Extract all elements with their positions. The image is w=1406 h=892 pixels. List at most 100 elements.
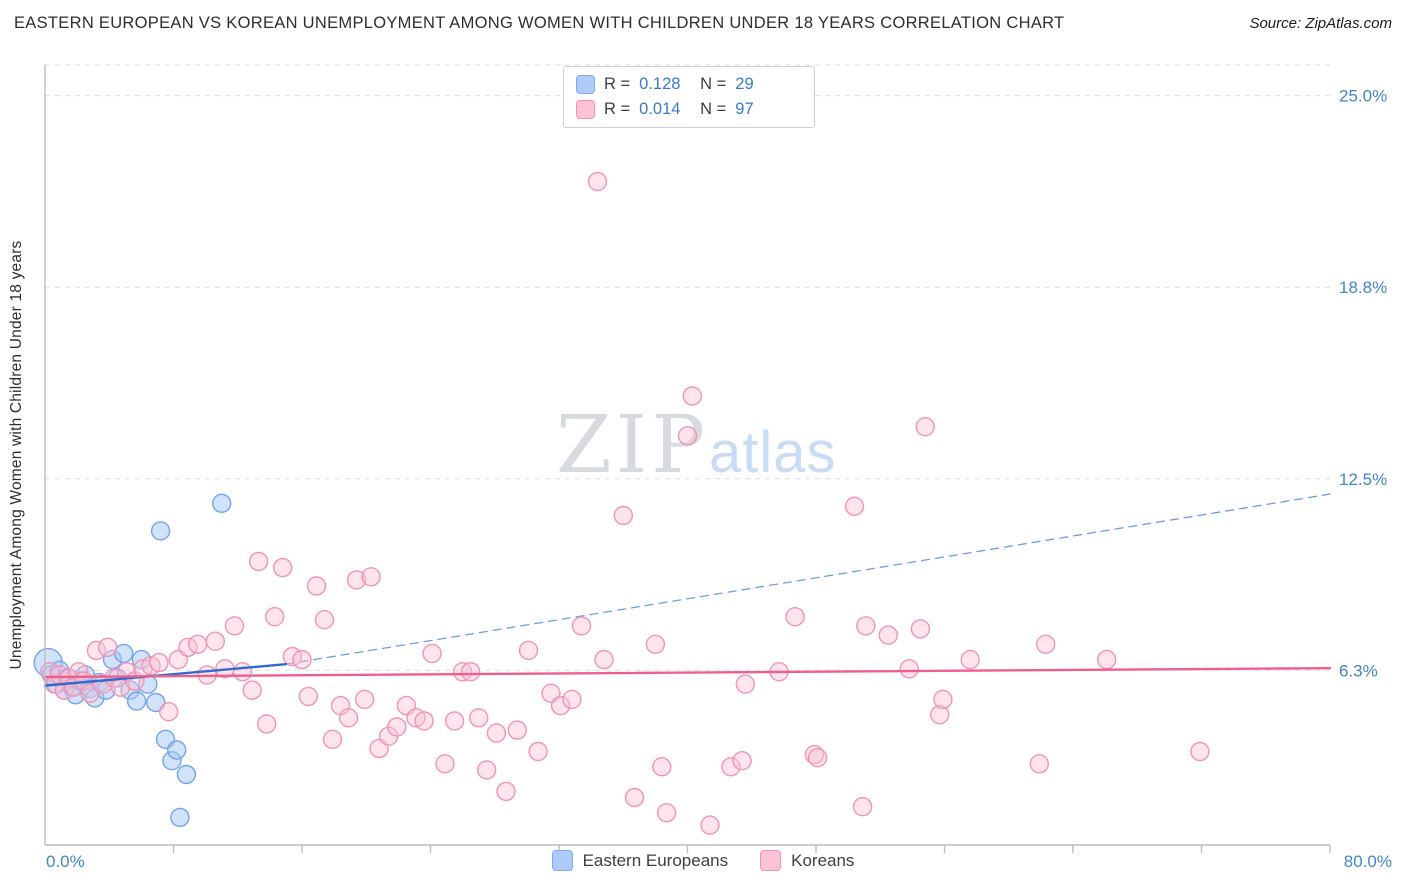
scatter-point-korean[interactable] [346,570,367,590]
scatter-point-korean[interactable] [804,744,825,765]
scatter-point-korean[interactable] [265,607,285,627]
scatter-point-korean[interactable] [682,386,702,406]
zipatlas-watermark: ZIP atlas [556,398,837,491]
legend-label: Koreans [791,850,855,870]
scatter-point-korean[interactable] [1029,754,1050,774]
scatter-point-korean[interactable] [469,708,489,728]
scatter-point-korean[interactable] [645,634,666,654]
scatter-point-korean[interactable] [232,662,253,682]
scatter-point-eastern-european[interactable] [170,807,190,828]
x-axis-min-label: 0.0% [46,852,85,871]
scatter-point-korean[interactable] [933,689,953,710]
scatter-point-korean[interactable] [496,781,516,802]
scatter-point-korean[interactable] [158,702,179,722]
r-label: R = [604,75,631,93]
scatter-point-korean[interactable] [292,649,312,670]
scatter-point-korean[interactable] [444,711,465,731]
scatter-point-korean[interactable] [656,803,677,823]
scatter-point-korean[interactable] [314,610,335,630]
legend-item-koreans[interactable]: Koreans [760,850,854,871]
scatter-point-korean[interactable] [298,686,319,707]
scatter-point-korean[interactable] [273,557,293,578]
scatter-point-korean[interactable] [732,751,752,771]
scatter-point-korean[interactable] [1035,634,1056,654]
korean-swatch-icon [576,100,595,119]
source-link[interactable]: Source: ZipAtlas.com [1249,15,1392,32]
scatter-point-korean[interactable] [248,551,269,572]
trend-line-eastern-european-fit [43,662,288,687]
scatter-point-korean[interactable] [899,659,919,679]
r-label: R = [604,100,631,118]
scatter-point-korean[interactable] [624,787,645,808]
scatter-point-eastern-european[interactable] [166,740,187,760]
scatter-point-korean[interactable] [387,717,407,737]
trend-line-eastern-european-extrapolation [285,493,1331,665]
scatter-point-korean[interactable] [422,643,442,664]
scatter-point-korean[interactable] [322,729,343,749]
scatter-point-korean[interactable] [807,748,828,768]
scatter-point-korean[interactable] [930,705,950,725]
scatter-point-korean[interactable] [187,634,208,654]
scatter-point-korean[interactable] [149,652,169,673]
scatter-point-korean[interactable] [361,567,381,587]
scatter-point-eastern-european[interactable] [176,764,197,785]
scatter-point-korean[interactable] [960,649,980,670]
scatter-point-korean[interactable] [677,426,698,446]
scatter-point-korean[interactable] [613,505,633,526]
scatter-point-korean[interactable] [587,171,608,192]
series-legend: Eastern Europeans Koreans [0,850,1406,871]
scatter-point-korean[interactable] [844,496,865,516]
scatter-point-korean[interactable] [86,640,107,661]
scatter-point-korean[interactable] [205,631,226,651]
scatter-point-eastern-european[interactable] [211,493,232,513]
scatter-point-korean[interactable] [910,619,931,639]
scatter-point-eastern-european[interactable] [113,643,134,664]
scatter-point-korean[interactable] [915,417,935,437]
n-label: N = [700,100,727,118]
y-axis-tick-label: 25.0% [1339,87,1387,106]
scatter-point-korean[interactable] [721,757,741,777]
scatter-point-korean[interactable] [477,760,497,780]
scatter-point-korean[interactable] [414,711,434,731]
scatter-point-eastern-european[interactable] [126,691,147,711]
scatter-point-korean[interactable] [486,723,507,743]
scatter-point-korean[interactable] [435,754,455,774]
r-value: 0.014 [639,100,681,118]
eastern-european-swatch-icon [551,850,573,871]
scatter-point-korean[interactable] [856,616,876,636]
scatter-point-korean[interactable] [306,576,327,596]
scatter-point-korean[interactable] [242,680,262,700]
scatter-point-korean[interactable] [97,637,118,657]
scatter-point-korean[interactable] [735,674,755,694]
scatter-point-korean[interactable] [528,741,548,762]
scatter-point-korean[interactable] [1096,649,1117,670]
scatter-point-korean[interactable] [878,625,898,645]
scatter-point-korean[interactable] [562,689,582,710]
y-axis-tick-label: 18.8% [1339,278,1387,297]
n-label: N = [700,75,727,93]
scatter-point-korean[interactable] [257,714,277,734]
legend-row-koreans: R = 0.014 N = 97 [576,100,802,119]
scatter-point-korean[interactable] [652,757,672,777]
y-axis-tick-label: 12.5% [1339,470,1387,489]
scatter-point-korean[interactable] [571,616,592,636]
scatter-point-korean[interactable] [550,695,571,716]
legend-item-eastern-europeans[interactable]: Eastern Europeans [551,850,728,871]
scatter-point-korean[interactable] [700,815,720,835]
watermark-zip: ZIP [556,398,710,491]
scatter-point-korean[interactable] [452,662,473,682]
scatter-point-korean[interactable] [594,649,614,670]
scatter-point-korean[interactable] [224,616,245,636]
scatter-point-korean[interactable] [1190,741,1210,762]
scatter-point-korean[interactable] [785,607,805,627]
scatter-point-eastern-european[interactable] [150,521,171,541]
scatter-point-korean[interactable] [461,662,481,682]
scatter-point-korean[interactable] [338,708,359,728]
scatter-point-korean[interactable] [518,640,539,661]
scatter-point-korean[interactable] [852,797,873,817]
scatter-point-korean[interactable] [507,720,527,740]
scatter-point-korean[interactable] [354,689,375,710]
r-value: 0.128 [639,75,681,93]
